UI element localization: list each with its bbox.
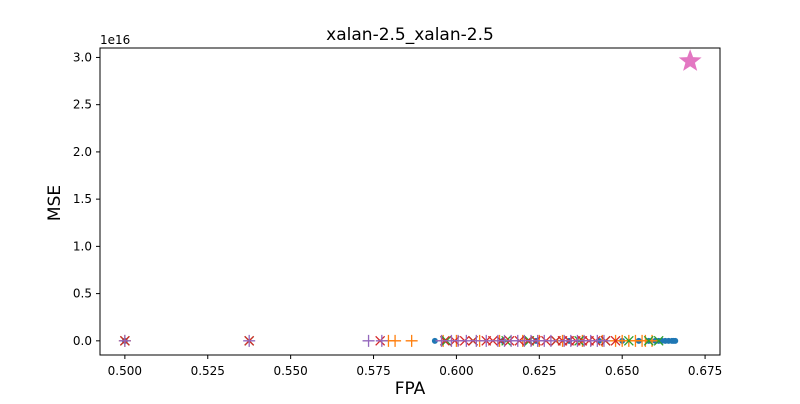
- data-point: [623, 335, 634, 346]
- y-tick-label: 2.5: [73, 98, 92, 112]
- y-tick-label: 1.0: [73, 239, 92, 253]
- x-tick-label: 0.550: [273, 364, 307, 378]
- data-point: [610, 335, 621, 346]
- data-point: [405, 334, 418, 347]
- data-point: [375, 334, 388, 347]
- x-tick-label: 0.675: [688, 364, 722, 378]
- data-point: [544, 334, 557, 347]
- y-axis-label: MSE: [45, 185, 65, 221]
- chart-title: xalan-2.5_xalan-2.5: [326, 25, 494, 45]
- y-tick-label: 3.0: [73, 50, 92, 64]
- y-tick-label: 0.5: [73, 287, 92, 301]
- data-point: [597, 334, 610, 347]
- data-point: [243, 334, 256, 347]
- data-point: [362, 334, 375, 347]
- data-point: [118, 334, 131, 347]
- data-point: [678, 49, 702, 71]
- data-point: [389, 334, 402, 347]
- data-point: [672, 337, 679, 344]
- plot-frame: [99, 47, 721, 356]
- y-tick-label: 1.5: [73, 192, 92, 206]
- x-tick-label: 0.575: [356, 364, 390, 378]
- y-tick-label: 0.0: [73, 334, 92, 348]
- x-axis-label: FPA: [395, 379, 426, 399]
- data-point: [653, 335, 664, 346]
- data-point: [480, 334, 493, 347]
- data-points: [118, 49, 702, 347]
- x-tick-label: 0.525: [191, 364, 225, 378]
- axis-ticks: 0.500 0.525 0.550 0.575 0.600 0.625 0.650 0.675…: [73, 50, 722, 378]
- data-point: [431, 337, 438, 344]
- y-tick-label: 2.0: [73, 145, 92, 159]
- x-tick-label: 0.500: [108, 364, 142, 378]
- y-axis-offset-text: 1e16: [100, 33, 130, 47]
- x-tick-label: 0.625: [522, 364, 556, 378]
- data-point: [643, 335, 654, 346]
- x-tick-label: 0.600: [439, 364, 473, 378]
- x-tick-label: 0.650: [605, 364, 639, 378]
